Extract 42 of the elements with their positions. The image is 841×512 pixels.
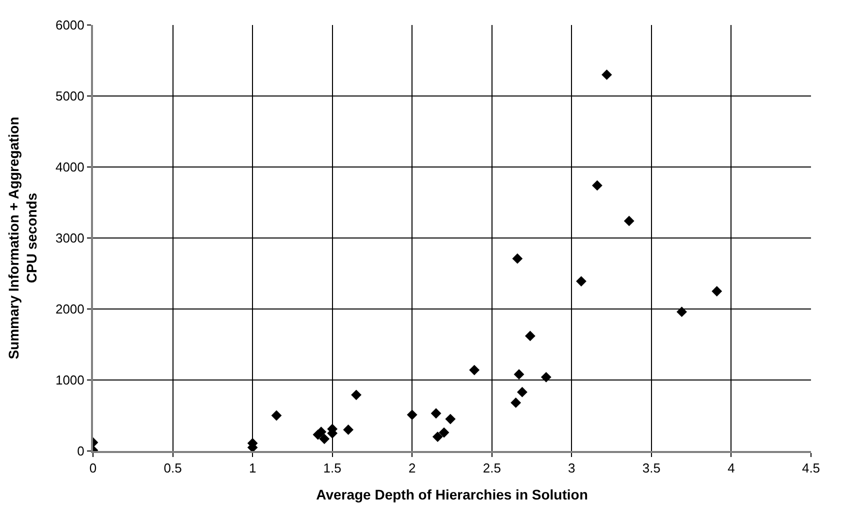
point <box>351 390 362 400</box>
point <box>432 432 443 442</box>
point <box>592 180 602 191</box>
point <box>271 410 282 421</box>
x-tick-label: 0 <box>89 460 97 476</box>
x-tick-label: 3 <box>568 460 576 476</box>
point <box>624 216 634 226</box>
x-tick-label: 2.5 <box>482 460 501 476</box>
point <box>316 426 326 438</box>
point <box>406 410 418 420</box>
point <box>469 364 480 376</box>
point <box>512 253 523 264</box>
point <box>524 330 536 342</box>
point <box>430 408 442 419</box>
x-tick-label: 3.5 <box>642 460 660 476</box>
y-tick-label: 3000 <box>55 230 84 246</box>
x-tick-label: 4.5 <box>802 460 820 476</box>
point <box>438 427 450 438</box>
point <box>319 434 330 444</box>
y-tick-label: 4000 <box>55 160 84 175</box>
x-tick-label: 4 <box>728 460 735 476</box>
y-tick-label: 5000 <box>55 88 84 104</box>
x-tick-label: 0.5 <box>164 460 182 476</box>
point <box>445 414 456 424</box>
point <box>602 70 612 80</box>
point <box>540 372 552 382</box>
y-tick-label: 1000 <box>55 372 84 388</box>
point <box>343 424 354 435</box>
x-tick-label: 1 <box>248 460 256 476</box>
point <box>712 286 722 296</box>
y-tick-label: 2000 <box>55 302 84 317</box>
x-tick-label: 2 <box>408 460 416 476</box>
y-tick-label: 6000 <box>55 18 84 33</box>
x-tick-label: 1.5 <box>323 460 342 476</box>
point <box>576 276 586 287</box>
y-tick-label: 0 <box>77 444 84 459</box>
point <box>514 369 524 380</box>
x-axis-title: Average Depth of Hierarchies in Solution <box>316 486 588 502</box>
point <box>510 398 522 408</box>
point <box>676 306 687 318</box>
point <box>517 386 528 398</box>
y-axis-title: Summary Information + Aggregation CPU seconds <box>5 116 40 360</box>
